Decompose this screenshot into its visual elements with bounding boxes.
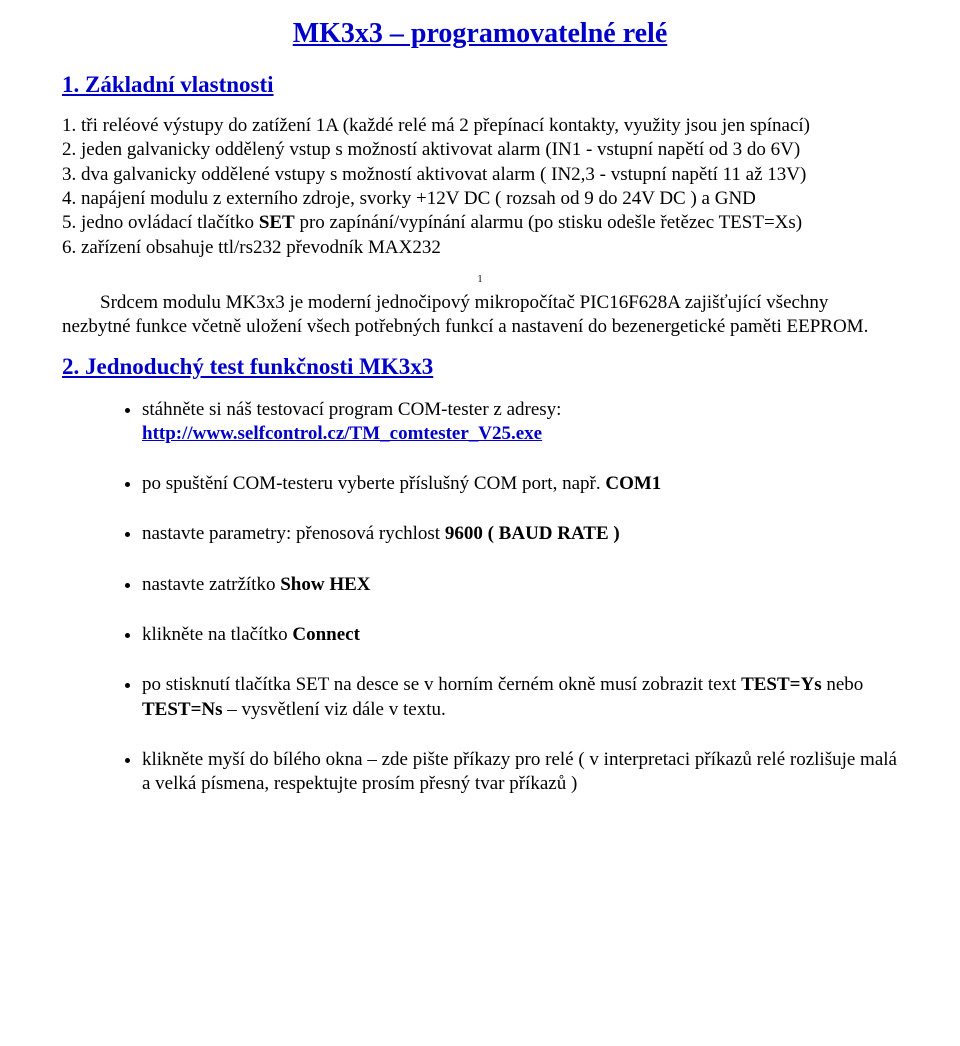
bold-word: TEST=Ns	[142, 699, 223, 720]
bullet-bold: COM1	[605, 473, 661, 494]
list-item: klikněte na tlačítko Connect	[142, 623, 898, 647]
section1-list: 1. tři reléové výstupy do zatížení 1A (k…	[62, 114, 898, 260]
page-title: MK3x3 – programovatelné relé	[62, 18, 898, 50]
document-page: MK3x3 – programovatelné relé 1. Základní…	[0, 0, 960, 1046]
section2-heading: 2. Jednoduchý test funkčnosti MK3x3	[62, 354, 898, 380]
section1-paragraph: Srdcem modulu MK3x3 je moderní jednočipo…	[62, 291, 898, 340]
footnote-marker: 1	[62, 274, 898, 285]
list-item: po stisknutí tlačítka SET na desce se v …	[142, 673, 898, 722]
list-item: stáhněte si náš testovací program COM-te…	[142, 398, 898, 447]
download-link[interactable]: http://www.selfcontrol.cz/TM_comtester_V…	[142, 423, 542, 444]
bullet-bold: 9600 ( BAUD RATE )	[445, 523, 620, 544]
bullet-bold: Connect	[292, 624, 360, 645]
section1-heading: 1. Základní vlastnosti	[62, 72, 898, 98]
bullet-text: nastavte parametry: přenosová rychlost	[142, 523, 445, 544]
bold-word: TEST=Ys	[741, 674, 822, 695]
list-item: 2. jeden galvanicky oddělený vstup s mož…	[62, 138, 898, 162]
list-item: 5. jedno ovládací tlačítko SET pro zapín…	[62, 211, 898, 235]
bullet-text: klikněte na tlačítko	[142, 624, 292, 645]
list-item: 6. zařízení obsahuje ttl/rs232 převodník…	[62, 236, 898, 260]
list-item: 1. tři reléové výstupy do zatížení 1A (k…	[62, 114, 898, 138]
list-item: po spuštění COM-testeru vyberte příslušn…	[142, 472, 898, 496]
list-item: 4. napájení modulu z externího zdroje, s…	[62, 187, 898, 211]
bold-word: SET	[259, 212, 295, 233]
list-item: nastavte zatržítko Show HEX	[142, 573, 898, 597]
bullet-text: nastavte zatržítko	[142, 574, 280, 595]
section2-list: stáhněte si náš testovací program COM-te…	[62, 398, 898, 797]
list-item: klikněte myší do bílého okna – zde pište…	[142, 748, 898, 797]
list-item: 3. dva galvanicky oddělené vstupy s možn…	[62, 163, 898, 187]
bullet-text: po spuštění COM-testeru vyberte příslušn…	[142, 473, 605, 494]
bullet-text: klikněte myší do bílého okna – zde pište…	[142, 749, 897, 794]
list-item: nastavte parametry: přenosová rychlost 9…	[142, 522, 898, 546]
bullet-bold: Show HEX	[280, 574, 370, 595]
bullet-text: stáhněte si náš testovací program COM-te…	[142, 399, 561, 420]
